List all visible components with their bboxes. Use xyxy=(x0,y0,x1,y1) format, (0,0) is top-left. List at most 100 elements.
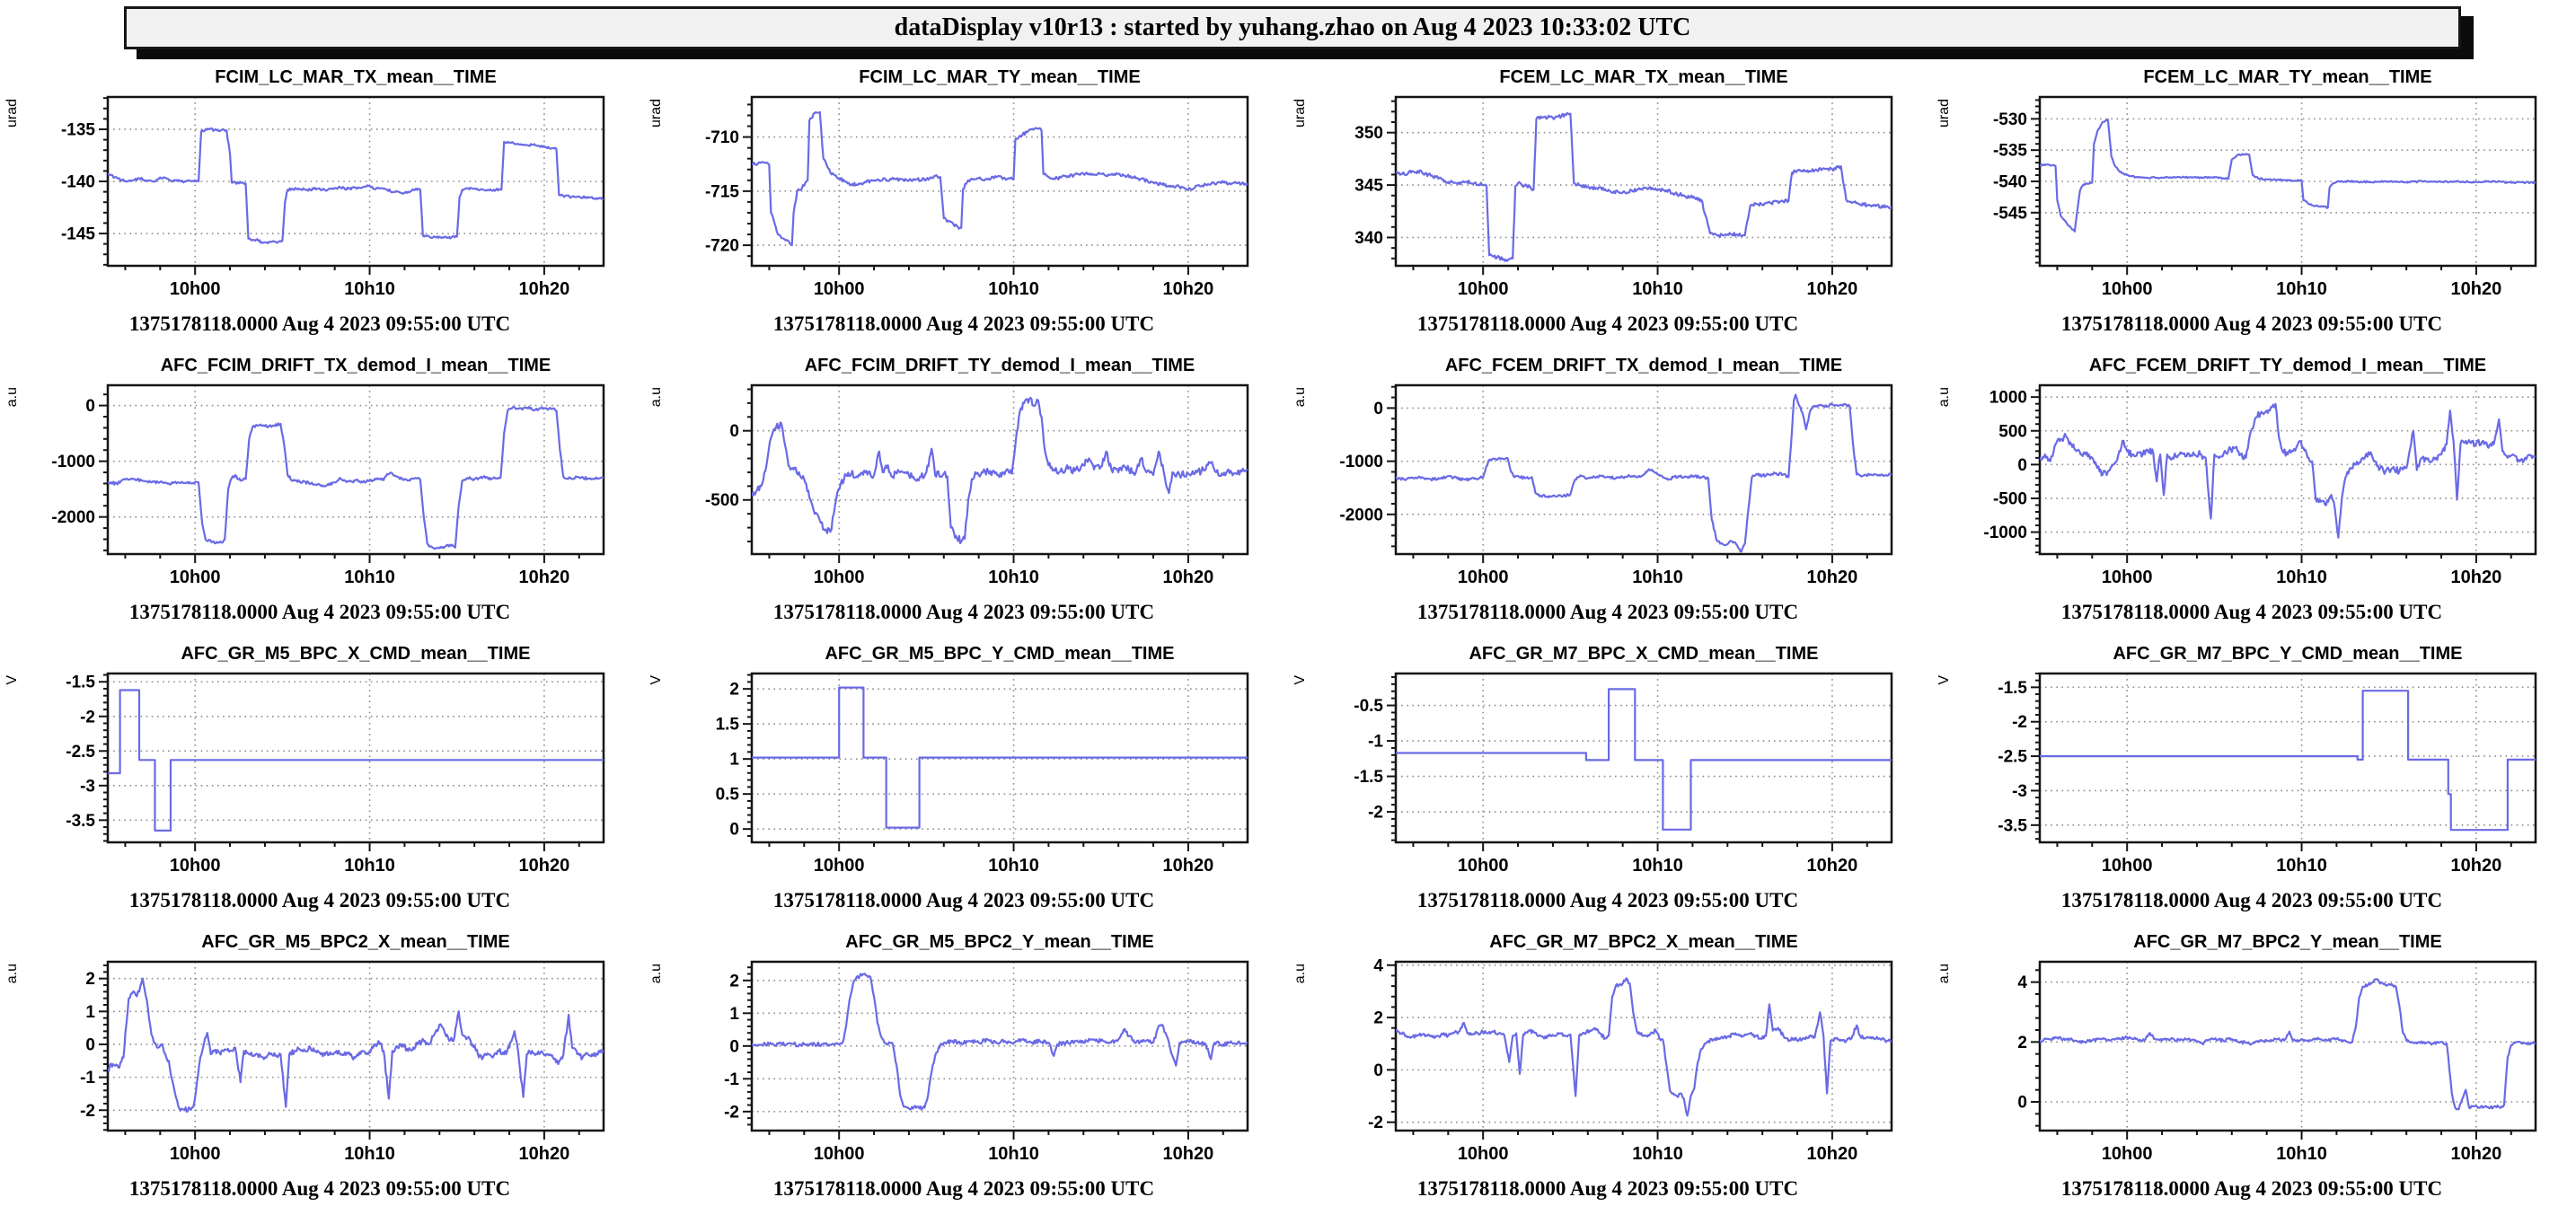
x-tick-label: 10h10 xyxy=(988,279,1039,299)
data-series-line xyxy=(1396,977,1892,1117)
data-series-line xyxy=(2040,402,2536,539)
plot-canvas-AFC_GR_M5_BPC2_Y_mean__TIME: 2 1 0 -1 -2 10h00 10h10 10h20 AFC_GR_M5_BPC2_Y_m… xyxy=(648,932,1249,1200)
plot-title: FCIM_LC_MAR_TX_mean__TIME xyxy=(215,67,496,87)
y-tick-label: -715 xyxy=(705,182,739,201)
y-tick-label: 340 xyxy=(1354,229,1383,248)
plot-title: FCIM_LC_MAR_TY_mean__TIME xyxy=(859,67,1140,87)
y-axis-unit-label: urad xyxy=(648,99,664,128)
x-tick-label: 10h10 xyxy=(344,1144,395,1164)
x-tick-label: 10h20 xyxy=(1807,1144,1858,1164)
x-tick-label: 10h00 xyxy=(2102,856,2153,876)
plot-title: AFC_FCIM_DRIFT_TX_demod_I_mean__TIME xyxy=(161,356,551,375)
y-tick-label: 0 xyxy=(1373,400,1383,418)
x-tick-label: 10h00 xyxy=(1458,856,1509,876)
y-tick-label: 0 xyxy=(2017,456,2027,475)
plot-title: AFC_FCEM_DRIFT_TY_demod_I_mean__TIME xyxy=(2089,356,2486,375)
y-tick-label: -3 xyxy=(80,777,95,796)
window-title-bar: dataDisplay v10r13 : started by yuhang.z… xyxy=(124,6,2461,49)
y-tick-label: -1 xyxy=(1368,733,1383,752)
y-tick-label: 2 xyxy=(1373,1009,1383,1028)
plot-canvas-AFC_GR_M5_BPC2_X_mean__TIME: 2 1 0 -1 -2 10h00 10h10 10h20 AFC_GR_M5_BPC2_X_m… xyxy=(4,932,605,1200)
y-tick-label: -1.5 xyxy=(1354,768,1383,787)
plot-title: AFC_GR_M5_BPC_X_CMD_mean__TIME xyxy=(181,644,530,664)
y-tick-label: -1.5 xyxy=(66,674,95,692)
y-tick-label: 2 xyxy=(729,972,739,990)
x-tick-label: 10h20 xyxy=(1807,856,1858,876)
x-tick-label: 10h00 xyxy=(170,1144,221,1164)
x-tick-label: 10h10 xyxy=(2276,279,2327,299)
plot-cell-AFC_FCEM_DRIFT_TX_demod_I_mean__TIME: 0 -1000 -2000 10h00 10h10 10h20 AFC_FCEM_DRIFT… xyxy=(1288,346,1932,634)
x-tick-label: 10h10 xyxy=(988,856,1039,876)
plot-timestamp: 1375178118.0000 Aug 4 2023 09:55:00 UTC xyxy=(2061,889,2442,911)
x-tick-label: 10h00 xyxy=(814,279,865,299)
x-tick-label: 10h10 xyxy=(1632,279,1683,299)
x-tick-label: 10h10 xyxy=(2276,1144,2327,1164)
x-tick-label: 10h20 xyxy=(1163,856,1214,876)
y-axis-unit-label: a.u xyxy=(1936,964,1952,983)
y-tick-label: 0 xyxy=(85,397,95,416)
data-series-line xyxy=(2040,978,2536,1111)
x-tick-label: 10h00 xyxy=(814,1144,865,1164)
plot-timestamp: 1375178118.0000 Aug 4 2023 09:55:00 UTC xyxy=(773,1177,1154,1200)
y-tick-label: -140 xyxy=(61,173,95,192)
plot-cell-FCIM_LC_MAR_TY_mean__TIME: -710 -715 -720 10h00 10h10 10h20 FCIM_LC_MAR_T… xyxy=(644,57,1288,346)
y-tick-label: -2.5 xyxy=(1998,748,2027,767)
x-tick-label: 10h00 xyxy=(1458,568,1509,587)
plot-title: AFC_GR_M5_BPC_Y_CMD_mean__TIME xyxy=(825,644,1174,664)
plot-canvas-AFC_GR_M5_BPC_Y_CMD_mean__TIME: 2 1.5 1 0.5 0 10h00 10h10 10h20 AFC_GR_M5_BPC_Y_… xyxy=(648,644,1249,911)
y-axis-unit-label: a.u xyxy=(1936,387,1952,407)
x-tick-label: 10h00 xyxy=(170,568,221,587)
x-tick-label: 10h10 xyxy=(344,568,395,587)
y-axis-unit-label: V xyxy=(648,675,664,685)
plot-timestamp: 1375178118.0000 Aug 4 2023 09:55:00 UTC xyxy=(773,889,1154,911)
y-tick-label: -720 xyxy=(705,237,739,256)
plot-frame xyxy=(1394,95,1893,268)
x-tick-label: 10h20 xyxy=(2451,568,2502,587)
plot-frame xyxy=(2038,960,2537,1132)
plot-frame xyxy=(106,383,605,556)
x-tick-label: 10h20 xyxy=(519,568,570,587)
plot-title: AFC_GR_M7_BPC_Y_CMD_mean__TIME xyxy=(2113,644,2462,664)
x-tick-label: 10h00 xyxy=(2102,568,2153,587)
plot-title: AFC_GR_M7_BPC2_X_mean__TIME xyxy=(1489,932,1797,952)
data-series-line xyxy=(108,406,604,550)
window-title-text: dataDisplay v10r13 : started by yuhang.z… xyxy=(894,13,1691,41)
y-axis-unit-label: V xyxy=(1936,675,1952,685)
plot-timestamp: 1375178118.0000 Aug 4 2023 09:55:00 UTC xyxy=(129,889,510,911)
plot-title: AFC_FCEM_DRIFT_TX_demod_I_mean__TIME xyxy=(1445,356,1842,375)
y-tick-label: 2 xyxy=(729,681,739,700)
plot-timestamp: 1375178118.0000 Aug 4 2023 09:55:00 UTC xyxy=(129,313,510,335)
plot-frame xyxy=(1394,383,1893,556)
y-tick-label: -0.5 xyxy=(1354,697,1383,716)
y-tick-label: -1000 xyxy=(1339,453,1383,471)
y-tick-label: -2 xyxy=(724,1103,739,1122)
plot-timestamp: 1375178118.0000 Aug 4 2023 09:55:00 UTC xyxy=(129,601,510,623)
y-axis-unit-label: a.u xyxy=(1292,964,1308,983)
x-tick-label: 10h20 xyxy=(519,279,570,299)
plot-title: AFC_FCIM_DRIFT_TY_demod_I_mean__TIME xyxy=(805,356,1195,375)
y-tick-label: -2 xyxy=(80,708,95,726)
plot-frame xyxy=(106,960,605,1132)
plot-canvas-AFC_FCIM_DRIFT_TY_demod_I_mean__TIME: 0 -500 10h00 10h10 10h20 AFC_FCIM_DRIFT_TY_de… xyxy=(648,356,1249,623)
x-tick-label: 10h10 xyxy=(344,279,395,299)
x-tick-label: 10h20 xyxy=(1163,279,1214,299)
y-tick-label: 4 xyxy=(1373,956,1383,975)
plot-frame xyxy=(2038,672,2537,844)
plot-cell-FCEM_LC_MAR_TY_mean__TIME: -530 -535 -540 -545 10h00 10h10 10h20 FCEM_LC_M… xyxy=(1932,57,2576,346)
y-axis-unit-label: a.u xyxy=(4,964,20,983)
y-axis-unit-label: a.u xyxy=(648,964,664,983)
plot-frame xyxy=(1394,960,1893,1132)
data-series-line xyxy=(752,686,1248,829)
y-axis-unit-label: urad xyxy=(1292,99,1308,128)
x-tick-label: 10h20 xyxy=(1807,568,1858,587)
data-series-line xyxy=(108,127,604,245)
x-tick-label: 10h20 xyxy=(1163,1144,1214,1164)
plot-timestamp: 1375178118.0000 Aug 4 2023 09:55:00 UTC xyxy=(1417,313,1798,335)
y-tick-label: -2 xyxy=(2012,713,2027,732)
x-tick-label: 10h10 xyxy=(988,1144,1039,1164)
x-tick-label: 10h10 xyxy=(2276,856,2327,876)
data-series-line xyxy=(2040,690,2536,832)
plot-canvas-AFC_FCIM_DRIFT_TX_demod_I_mean__TIME: 0 -1000 -2000 10h00 10h10 10h20 AFC_FCIM_DRIFT… xyxy=(4,356,605,623)
x-tick-label: 10h20 xyxy=(519,856,570,876)
plot-cell-FCIM_LC_MAR_TX_mean__TIME: -135 -140 -145 10h00 10h10 10h20 FCIM_LC_MAR_T… xyxy=(0,57,644,346)
